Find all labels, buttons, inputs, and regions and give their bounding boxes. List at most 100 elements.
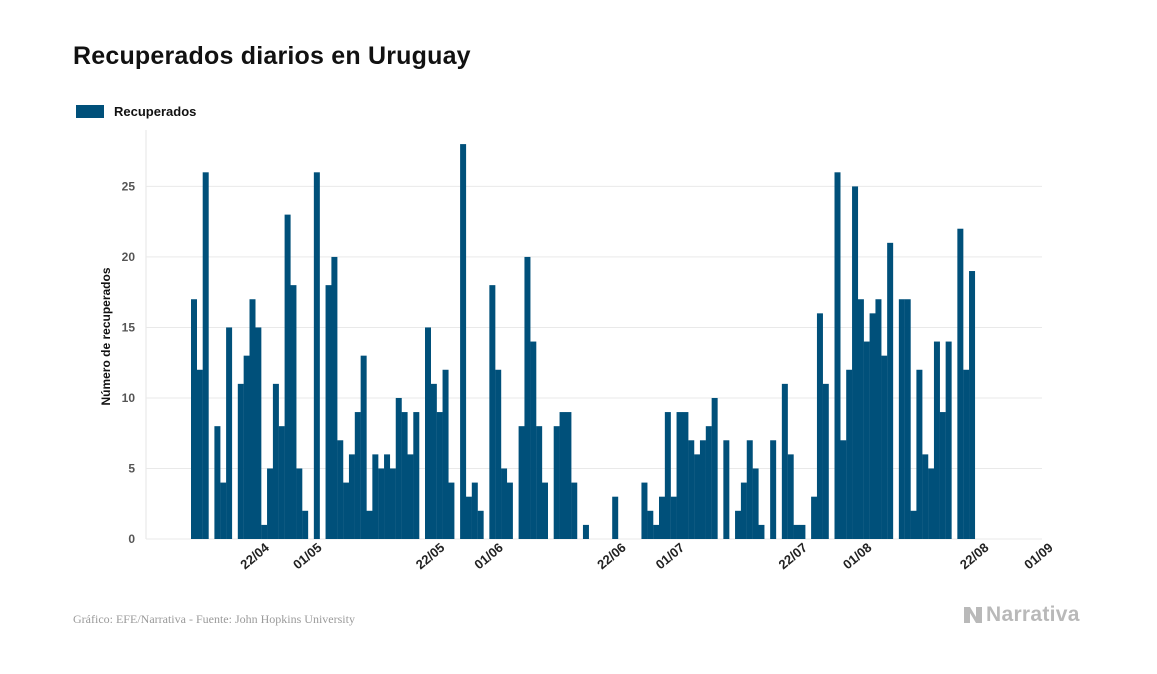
bar [360,355,367,539]
bar [249,299,256,539]
bar [366,510,373,539]
bar [261,524,268,539]
bar [740,482,747,539]
bar [916,369,923,539]
x-tick-label: 01/07 [653,540,688,572]
bar [542,482,548,539]
bar [220,482,227,539]
bar [582,524,589,539]
x-tick-label: 01/09 [1021,540,1056,572]
x-tick-label: 22/06 [594,540,629,572]
bar [530,341,537,539]
bar [448,482,455,539]
bar [834,172,841,539]
x-tick-label: 22/04 [237,539,272,572]
bar [302,510,309,539]
bar [811,496,818,539]
bar [910,510,917,539]
bar [969,271,976,539]
narrativa-logo: Narrativa [963,603,1080,627]
bar [430,383,437,539]
bar [758,524,765,539]
bar [641,482,648,539]
x-tick-label: 01/08 [840,540,875,572]
bar [770,440,777,539]
y-tick-label: 10 [122,391,136,405]
bar [196,369,203,539]
logo-text: Narrativa [986,603,1080,626]
x-tick-label: 22/05 [413,540,448,572]
bar [272,383,279,539]
bar [881,355,888,539]
bar [226,327,233,539]
x-tick-label: 22/08 [957,540,992,572]
bar [284,214,291,539]
bar [214,426,221,539]
bar [506,482,513,539]
bar [571,482,578,539]
bar [735,510,742,539]
bar [857,299,864,539]
y-tick-label: 5 [128,461,135,475]
y-tick-label: 0 [128,532,135,546]
bar [536,426,543,539]
x-tick-label: 22/07 [776,540,811,572]
bar [518,426,525,539]
bar [237,383,244,539]
bar [887,242,894,539]
bar [524,256,531,539]
bar [395,397,402,539]
legend: Recuperados [76,104,196,119]
bar [401,412,408,539]
bar [863,341,870,539]
bar [787,454,794,539]
bar [705,426,712,539]
bar [471,482,478,539]
bar [840,440,847,539]
bar [565,412,572,539]
bar [495,369,502,539]
bar [290,285,297,539]
bar [647,510,654,539]
bar [875,299,882,539]
y-axis-title: Número de recuperados [99,267,113,405]
bar [354,412,361,539]
bar [799,524,806,539]
bar [822,383,829,539]
bar [933,341,940,539]
bar [781,383,788,539]
y-tick-label: 25 [122,179,136,193]
bar [243,355,250,539]
chart-title: Recuperados diarios en Uruguay [73,42,471,70]
bar [852,186,859,539]
bar [694,454,701,539]
bar [682,412,689,539]
bar [659,496,665,539]
x-tick-label: 01/06 [471,540,506,572]
bar [348,454,355,539]
narrativa-logo-icon [964,607,982,623]
bar [477,510,484,539]
bar [296,468,303,539]
bar [963,369,970,539]
bar [670,496,677,539]
bar [337,440,344,539]
bar [343,482,350,539]
bar [325,285,332,539]
bar [723,440,730,539]
bar [255,327,262,539]
bar [384,454,391,539]
bar [746,440,753,539]
bar [313,172,320,539]
bar [752,468,759,539]
bar [372,454,379,539]
bar [676,412,683,539]
bar [612,496,619,539]
legend-swatch [76,105,104,118]
bar [688,440,695,539]
source-credit: Gráfico: EFE/Narrativa - Fuente: John Ho… [73,612,355,626]
bar [413,412,420,539]
bar [501,468,508,539]
bar [436,412,443,539]
